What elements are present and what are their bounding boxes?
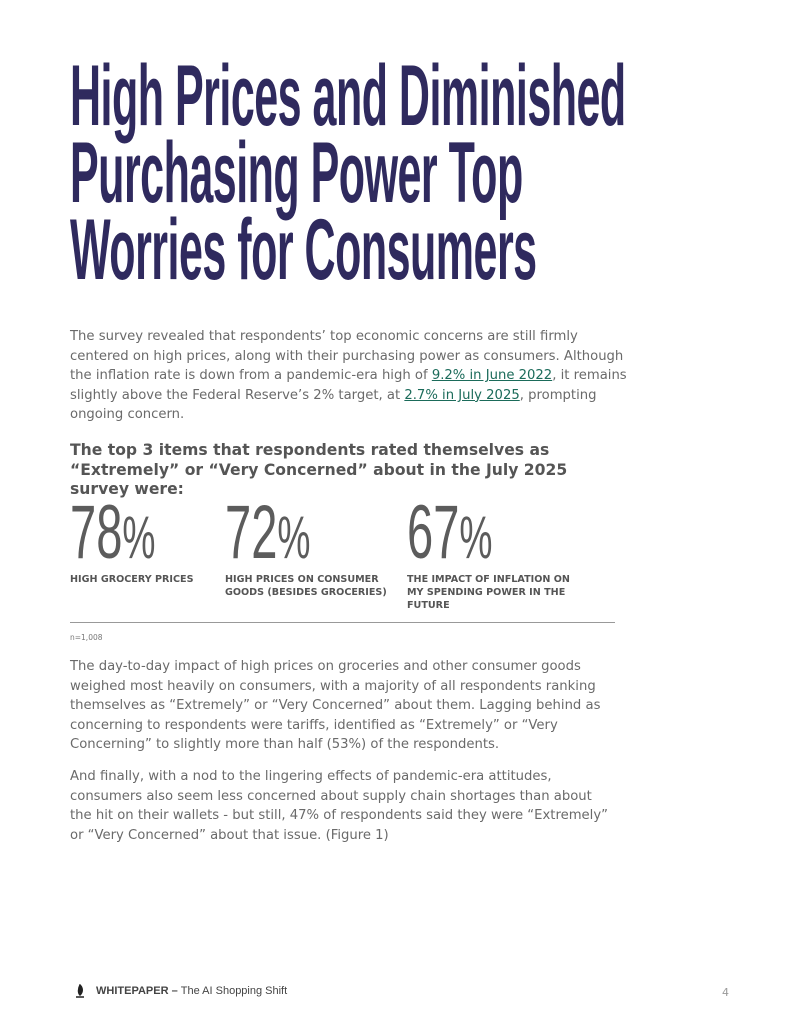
stat-unit: % <box>122 504 156 571</box>
stat: 78% HIGH GROCERY PRICES <box>70 495 210 586</box>
paragraph: The day-to-day impact of high prices on … <box>70 659 601 753</box>
text: , prompting ongoing concern. <box>70 387 597 423</box>
stat-value: 72 <box>225 490 278 575</box>
text: The survey revealed that respondents’ to… <box>70 329 624 384</box>
separator: – <box>168 985 181 997</box>
stat-value: 78 <box>70 490 123 575</box>
brand: WHITEPAPER <box>96 985 169 997</box>
intro-paragraph: The survey revealed that respondents’ to… <box>70 327 630 425</box>
stat-label: THE IMPACT OF INFLATION ON MY SPENDING P… <box>407 574 570 611</box>
logo-icon <box>76 984 84 998</box>
stat-label: HIGH PRICES ON CONSUMER GOODS (BESIDES G… <box>225 574 387 598</box>
footer: WHITEPAPER – The AI Shopping Shift <box>96 985 287 997</box>
divider <box>70 622 615 623</box>
stat-label: HIGH GROCERY PRICES <box>70 574 194 585</box>
doc-title: The AI Shopping Shift <box>180 985 288 997</box>
stat-value: 67 <box>407 490 460 575</box>
paragraph: And finally, with a nod to the lingering… <box>70 769 608 843</box>
sample-note: n=1,008 <box>70 633 103 642</box>
text: , it remains slightly above the Federal … <box>70 368 627 403</box>
stat-number: 78% <box>70 495 157 573</box>
stat-unit: % <box>277 504 311 571</box>
title-line: Purchasing Power Top <box>70 125 523 221</box>
link[interactable]: 2.7% in July 2025 <box>404 387 520 403</box>
stat-number: 67% <box>407 495 512 573</box>
title-line: Worries for Consumers <box>70 202 537 298</box>
title: High Prices and Diminished Purchasing Po… <box>70 48 800 298</box>
stat: 67% THE IMPACT OF INFLATION ON MY SPENDI… <box>407 495 577 612</box>
title-line: High Prices and Diminished <box>70 48 626 144</box>
stat-number: 72% <box>225 495 330 573</box>
stat-unit: % <box>459 504 493 571</box>
subheading: The top 3 items that respondents rated t… <box>70 441 568 498</box>
page-number: 4 <box>722 986 729 999</box>
link[interactable]: 9.2% in June 2022 <box>431 368 553 384</box>
stat: 72% HIGH PRICES ON CONSUMER GOODS (BESID… <box>225 495 395 599</box>
